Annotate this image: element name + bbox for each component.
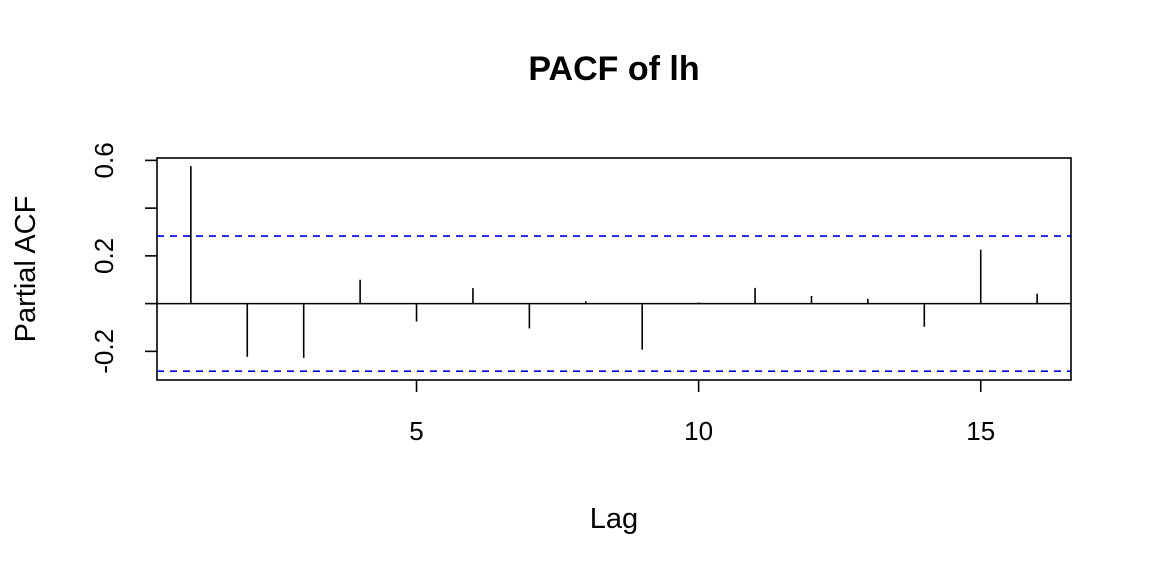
chart-title: PACF of lh [528, 50, 699, 88]
y-axis-title: Partial ACF [10, 196, 42, 343]
plot-area: 5 10 15 -0.2 0.2 0.6 [89, 142, 1072, 446]
y-tick-label--0.2: -0.2 [89, 329, 119, 374]
y-tick-label-0.6: 0.6 [89, 142, 119, 178]
x-axis-title: Lag [590, 503, 638, 535]
y-tick-label-0.2: 0.2 [89, 238, 119, 274]
x-tick-label-10: 10 [684, 416, 713, 446]
plot-frame [156, 157, 1072, 381]
x-tick-label-5: 5 [409, 416, 423, 446]
x-tick-label-15: 15 [966, 416, 995, 446]
